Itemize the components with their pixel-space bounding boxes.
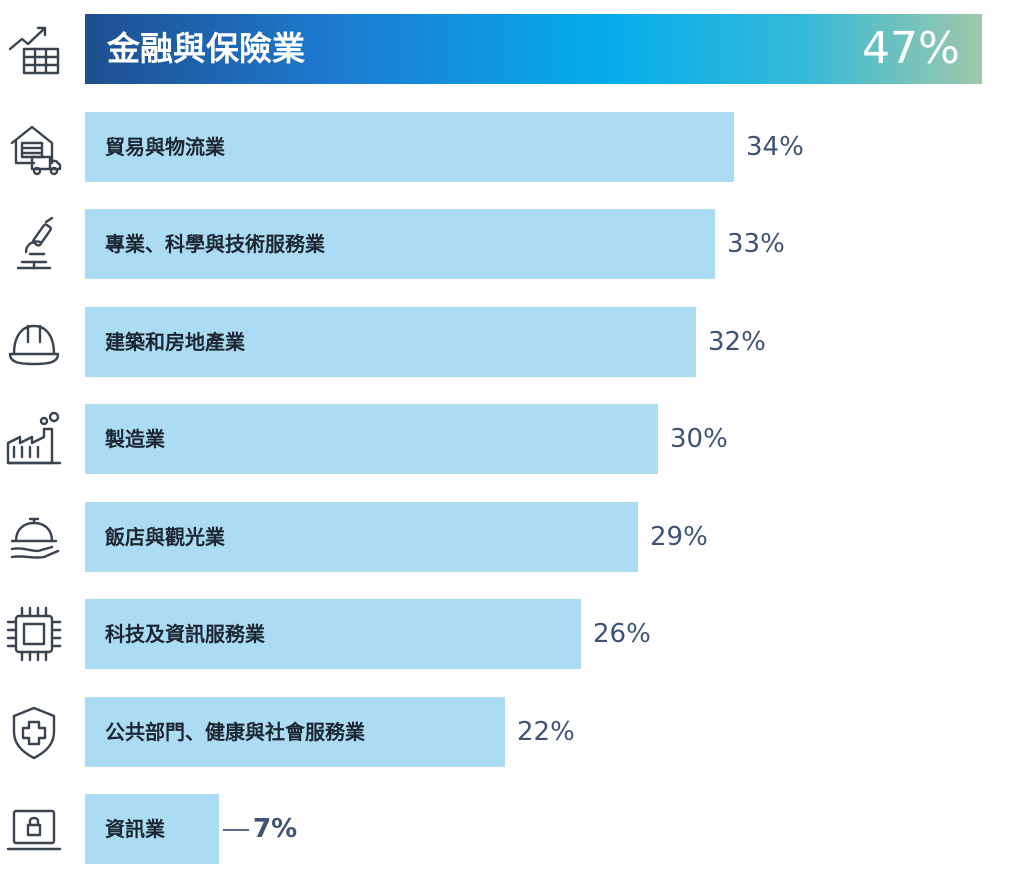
bar-8: 公共部門、健康與社會服務業 xyxy=(85,696,505,767)
chart-row: 公共部門、健康與社會服務業 22% xyxy=(0,696,1024,767)
value-label: 26% xyxy=(593,619,651,649)
category-label: 專業、科學與技術服務業 xyxy=(105,232,325,256)
value-label: 47% xyxy=(862,23,960,74)
bar-1: 金融與保險業 xyxy=(85,14,982,84)
chart-row: 飯店與觀光業 29% xyxy=(0,501,1024,572)
bar-5: 製造業 xyxy=(85,404,658,474)
bar-3: 專業、科學與技術服務業 xyxy=(85,209,715,279)
bar-4: 建築和房地產業 xyxy=(85,306,696,377)
chart-row: 建築和房地產業 32% xyxy=(0,306,1024,377)
category-label: 建築和房地產業 xyxy=(105,329,245,354)
value-label: 30% xyxy=(670,424,728,454)
value-leader-line xyxy=(223,829,249,831)
category-label: 貿易與物流業 xyxy=(105,134,225,159)
factory-icon xyxy=(4,409,64,469)
microscope-icon xyxy=(4,214,64,274)
bar-7: 科技及資訊服務業 xyxy=(85,599,581,669)
value-label: 22% xyxy=(517,716,575,747)
category-label: 製造業 xyxy=(105,427,165,451)
medical-shield-icon xyxy=(4,702,64,762)
laptop-lock-icon xyxy=(4,799,64,859)
value-label: 7% xyxy=(253,814,298,844)
chart-row: 科技及資訊服務業 26% xyxy=(0,599,1024,669)
chart-row: 金融與保險業 47% xyxy=(0,14,1024,84)
category-label: 公共部門、健康與社會服務業 xyxy=(105,719,365,744)
cloche-serving-icon xyxy=(4,507,64,567)
chart-row: 資訊業 7% xyxy=(0,794,1024,864)
bar-9: 資訊業 xyxy=(85,794,219,864)
value-label: 32% xyxy=(708,326,766,357)
category-label: 科技及資訊服務業 xyxy=(105,622,265,646)
finance-chart-icon xyxy=(4,19,64,79)
microchip-icon xyxy=(4,604,64,664)
bar-2: 貿易與物流業 xyxy=(85,111,734,182)
bar-6: 飯店與觀光業 xyxy=(85,501,638,572)
category-label: 飯店與觀光業 xyxy=(105,524,225,549)
chart-row: 貿易與物流業 34% xyxy=(0,111,1024,182)
hard-hat-icon xyxy=(4,312,64,372)
value-label: 34% xyxy=(746,131,804,162)
value-label: 29% xyxy=(650,521,708,552)
chart-row: 製造業 30% xyxy=(0,404,1024,474)
value-label: 33% xyxy=(727,229,785,259)
category-label: 金融與保險業 xyxy=(107,29,305,68)
warehouse-truck-icon xyxy=(4,117,64,177)
category-label: 資訊業 xyxy=(105,817,165,841)
chart-row: 專業、科學與技術服務業 33% xyxy=(0,209,1024,279)
